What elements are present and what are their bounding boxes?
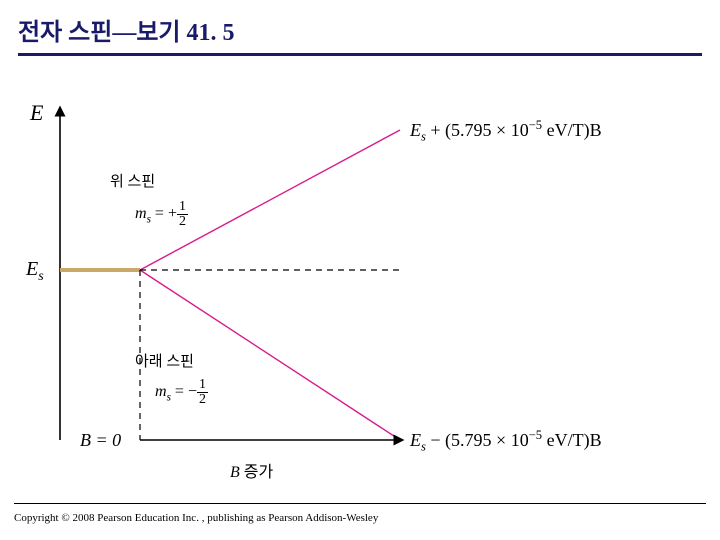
es-subscript: s xyxy=(38,269,43,284)
frac-down: 12 xyxy=(197,378,208,407)
title-underline xyxy=(18,53,702,56)
footer-rule xyxy=(14,503,706,504)
b-increase-label: B 증가 xyxy=(230,458,273,482)
le-exp: −5 xyxy=(529,428,542,442)
ms-up-eq: = + xyxy=(151,205,177,222)
ms-up-m: m xyxy=(135,205,147,222)
le-es: E xyxy=(410,430,421,450)
frac-down-num: 1 xyxy=(197,378,208,393)
energy-split-diagram: E Es 위 스핀 ms = +12 아래 스핀 ms = −12 Es + (… xyxy=(0,80,720,480)
ue-exp: −5 xyxy=(529,118,542,132)
spin-down-label: 아래 스핀 xyxy=(135,350,194,371)
ue-mid: + (5.795 × 10 xyxy=(426,120,529,140)
page-title: 전자 스핀—보기 41. 5 xyxy=(18,12,702,47)
ms-down: ms = −12 xyxy=(155,378,208,407)
ms-up: ms = +12 xyxy=(135,200,188,229)
b-zero-label: B = 0 xyxy=(80,430,121,451)
e-axis-label: E xyxy=(30,100,43,126)
es-symbol: E xyxy=(26,258,38,280)
le-tail: eV/T)B xyxy=(542,430,601,450)
frac-up-num: 1 xyxy=(177,200,188,215)
ms-down-eq: = − xyxy=(171,383,197,400)
frac-up-den: 2 xyxy=(177,215,188,229)
ue-es: E xyxy=(410,120,421,140)
spin-up-label: 위 스핀 xyxy=(110,170,155,191)
b-zero: B = 0 xyxy=(80,430,121,450)
lower-energy-expression: Es − (5.795 × 10−5 eV/T)B xyxy=(410,428,602,455)
diagram-svg xyxy=(0,80,720,480)
upper-energy-expression: Es + (5.795 × 10−5 eV/T)B xyxy=(410,118,602,145)
le-mid: − (5.795 × 10 xyxy=(426,430,529,450)
ue-tail: eV/T)B xyxy=(542,120,601,140)
es-label: Es xyxy=(26,258,44,285)
title-bar: 전자 스핀—보기 41. 5 xyxy=(0,0,720,64)
frac-down-den: 2 xyxy=(197,393,208,407)
ms-down-m: m xyxy=(155,383,167,400)
copyright-text: Copyright © 2008 Pearson Education Inc. … xyxy=(14,512,378,524)
frac-up: 12 xyxy=(177,200,188,229)
